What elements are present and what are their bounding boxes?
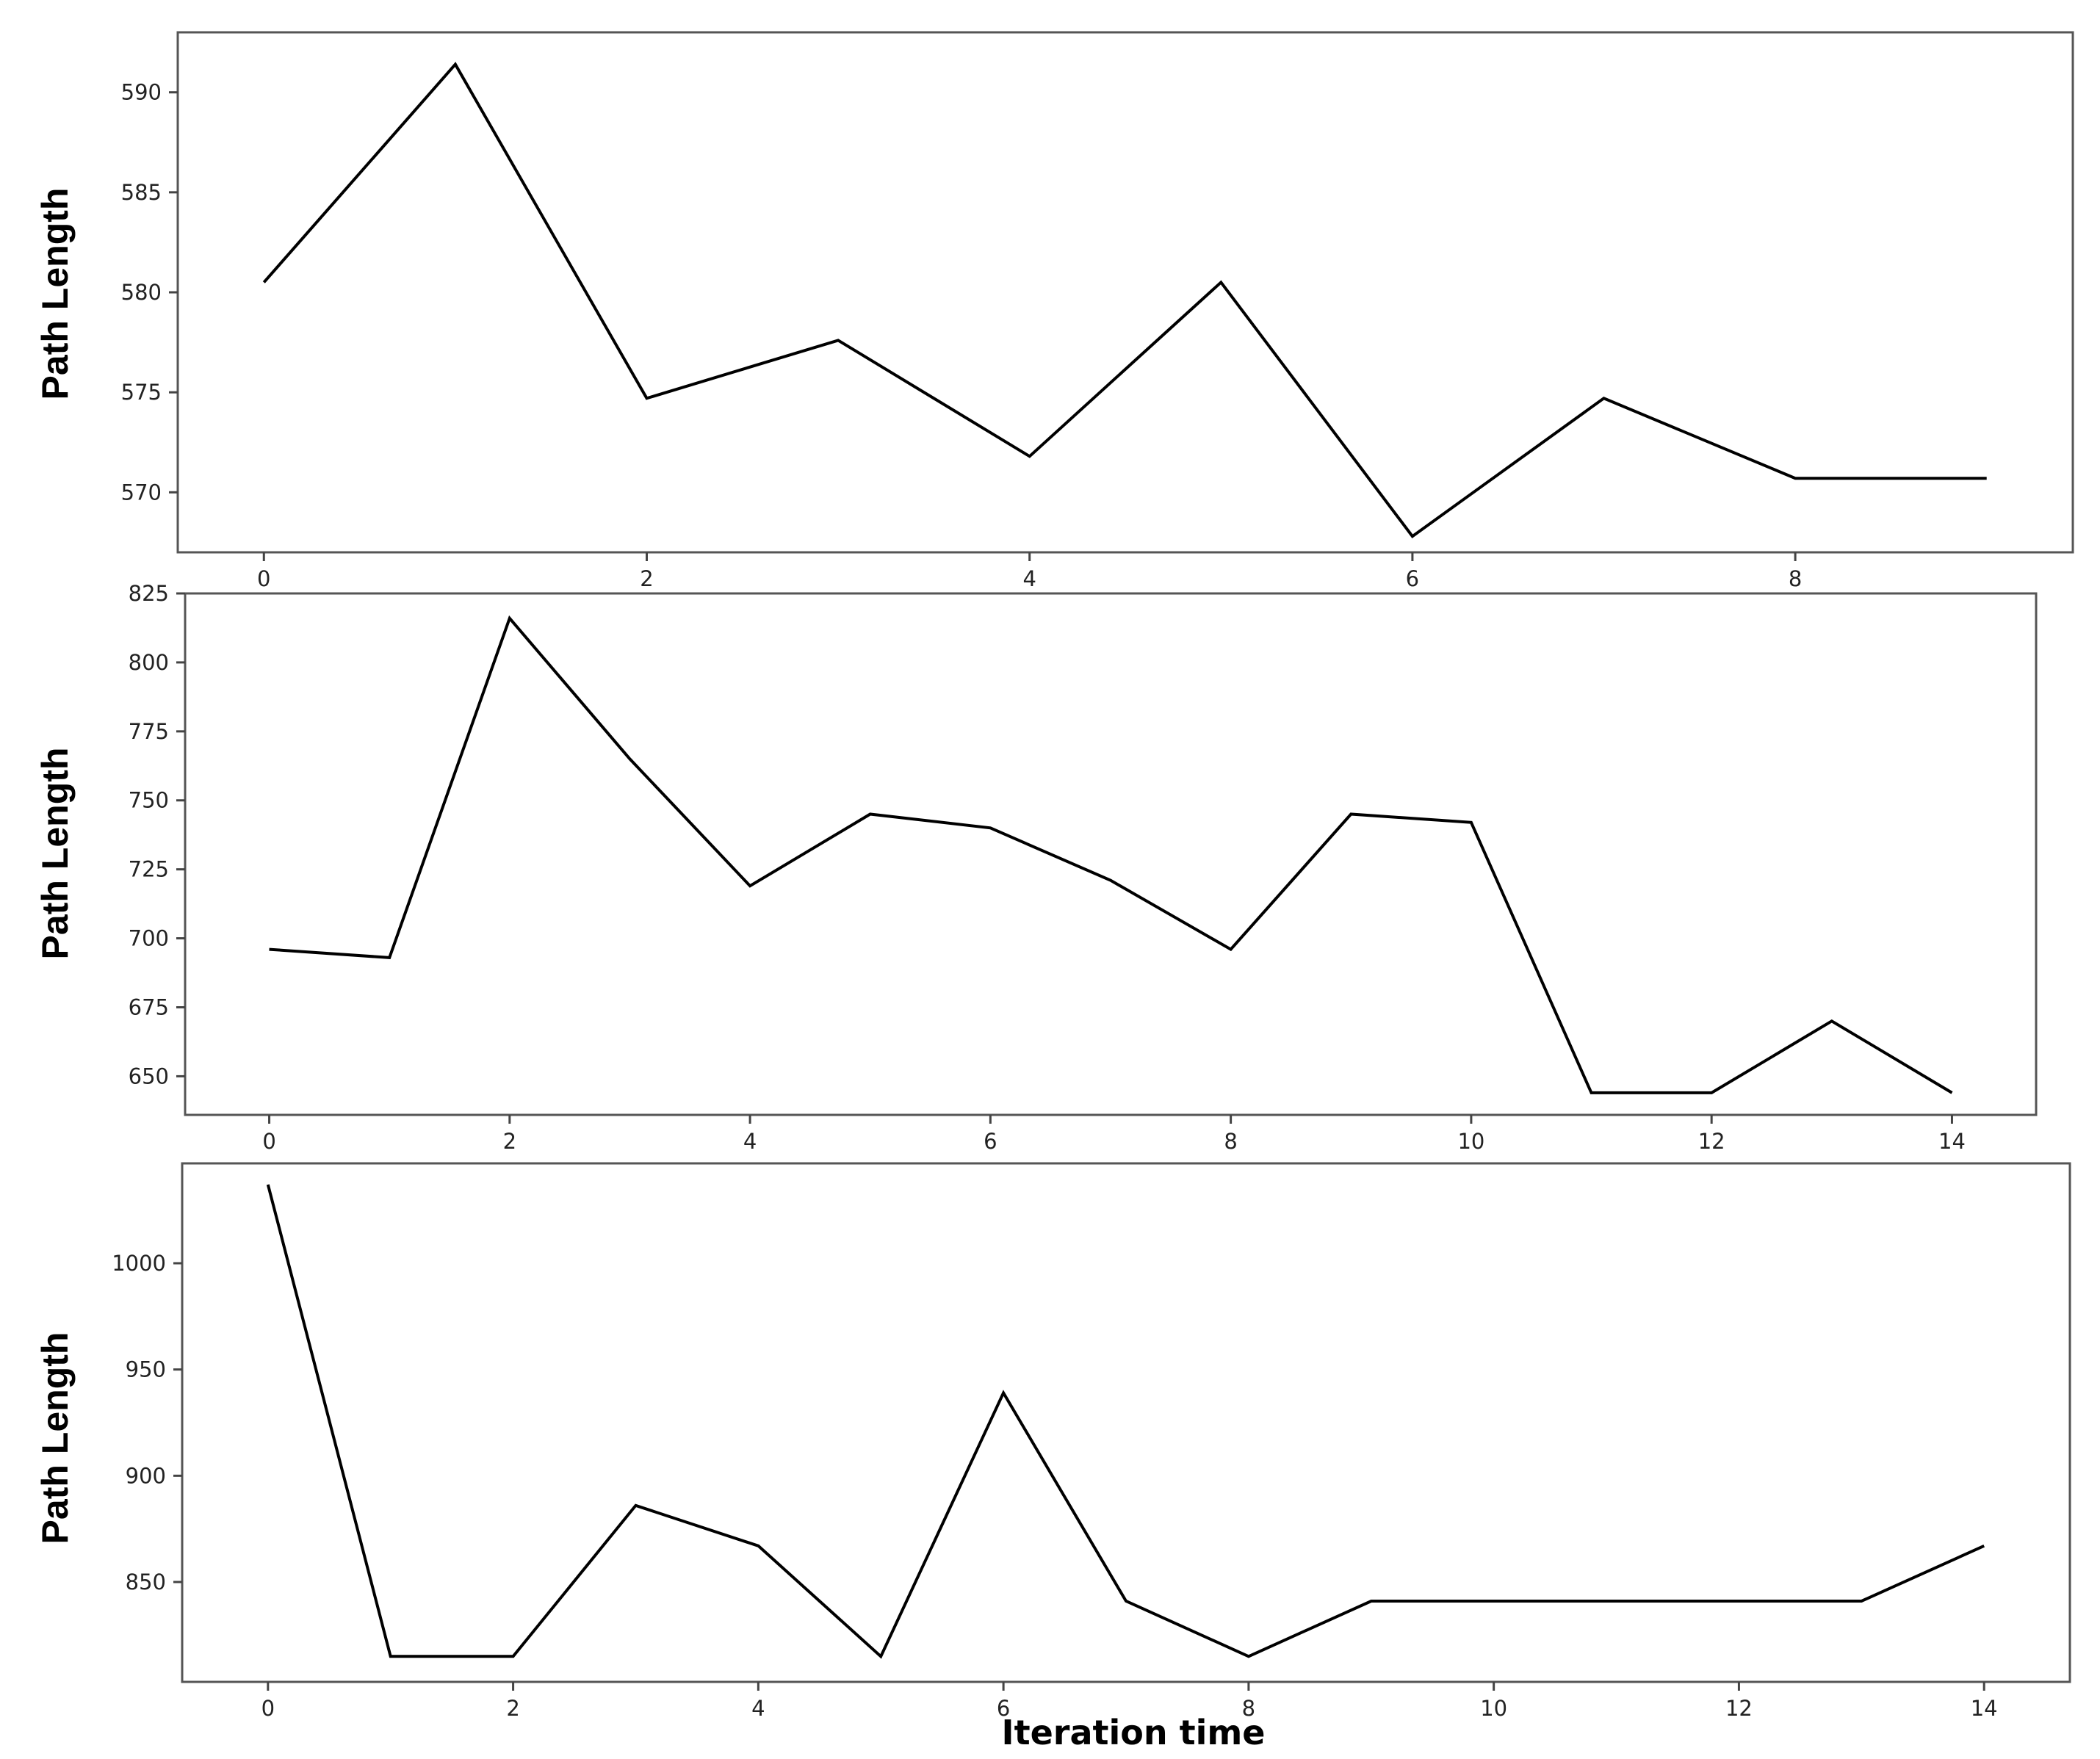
x-tick-label-1-3: 6 (1406, 566, 1419, 591)
x-tick-label-3-3: 6 (997, 1696, 1010, 1721)
y-axis-label-2: Path Length (35, 748, 76, 960)
y-tick-label-3-3: 1000 (112, 1251, 166, 1276)
y-tick-label-3-1: 900 (126, 1463, 166, 1488)
y-tick-label-1-4: 590 (121, 80, 162, 105)
y-tick-label-2-2: 700 (129, 926, 169, 951)
x-tick-label-3-4: 8 (1242, 1696, 1255, 1721)
x-tick-label-3-1: 2 (506, 1696, 519, 1721)
y-tick-label-2-3: 725 (129, 857, 169, 882)
axis-ticks-3: 850 900 950 1000 0 2 4 6 8 10 12 14 (112, 1251, 1997, 1721)
y-tick-label-2-5: 775 (129, 719, 169, 744)
x-tick-label-2-7: 14 (1938, 1129, 1966, 1154)
x-tick-label-2-4: 8 (1224, 1129, 1237, 1154)
y-tick-label-3-2: 950 (126, 1357, 166, 1382)
x-tick-label-1-1: 2 (640, 566, 653, 591)
x-tick-label-2-1: 2 (503, 1129, 516, 1154)
x-tick-label-1-4: 8 (1789, 566, 1802, 591)
y-tick-label-2-0: 650 (129, 1063, 169, 1088)
y-axis-label-1: Path Length (35, 188, 76, 400)
y-tick-label-1-3: 585 (121, 180, 162, 205)
panel-3: Path Length 850 900 950 1000 0 2 4 6 8 10 12 14 Ite… (35, 1162, 2071, 1752)
y-tick-label-1-2: 580 (121, 280, 162, 305)
x-tick-label-1-0: 0 (257, 566, 270, 591)
y-tick-label-1-0: 570 (121, 480, 162, 505)
x-tick-label-3-6: 12 (1725, 1696, 1753, 1721)
x-tick-label-3-2: 4 (751, 1696, 765, 1721)
x-tick-label-2-5: 10 (1457, 1129, 1484, 1154)
series-line-3 (266, 1184, 1985, 1659)
x-axis-label-3: Iteration time (1001, 1713, 1265, 1752)
panel-1: Path Length 570 575 580 585 590 0 2 4 6 8 (35, 31, 2074, 591)
x-tick-label-3-7: 14 (1971, 1696, 1998, 1721)
x-tick-label-2-2: 4 (743, 1129, 757, 1154)
y-tick-label-2-6: 800 (129, 650, 169, 675)
y-tick-label-1-1: 575 (121, 380, 162, 405)
plot-area-1 (176, 31, 2074, 554)
plot-area-3 (181, 1162, 2071, 1683)
axis-ticks-1: 570 575 580 585 590 0 2 4 6 8 (121, 80, 1803, 591)
axis-ticks-2: 650 675 700 725 750 775 800 825 0 2 4 6 8 10 12 14 (129, 581, 1966, 1154)
y-tick-label-2-7: 825 (129, 581, 169, 606)
x-tick-label-2-0: 0 (262, 1129, 275, 1154)
x-tick-label-3-0: 0 (261, 1696, 275, 1721)
x-tick-label-2-3: 6 (984, 1129, 997, 1154)
x-tick-label-2-6: 12 (1698, 1129, 1725, 1154)
x-tick-label-3-5: 10 (1480, 1696, 1507, 1721)
series-line-1 (262, 62, 1987, 538)
y-tick-label-3-0: 850 (126, 1570, 166, 1594)
y-tick-label-2-4: 750 (129, 788, 169, 813)
plot-area-2 (184, 592, 2038, 1116)
y-axis-label-3: Path Length (35, 1332, 76, 1545)
x-tick-label-1-2: 4 (1022, 566, 1036, 591)
y-tick-label-2-1: 675 (129, 994, 169, 1019)
series-line-2 (269, 615, 1953, 1094)
